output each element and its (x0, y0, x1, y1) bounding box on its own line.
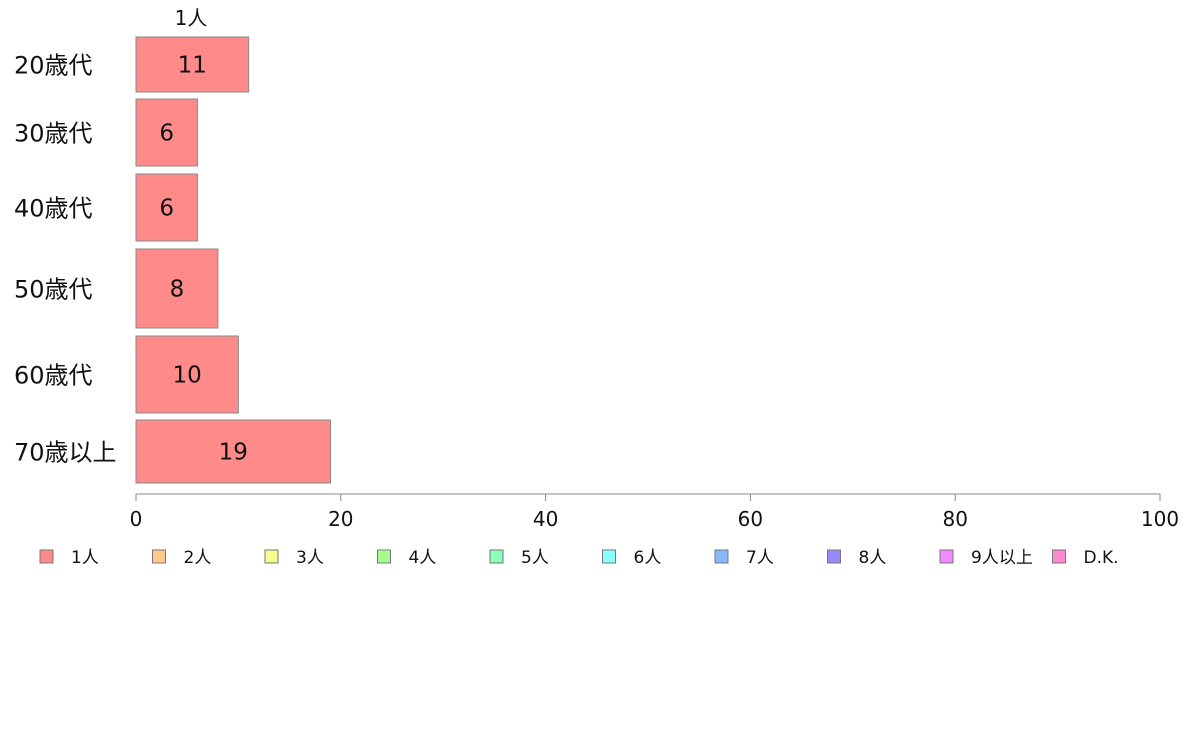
legend-swatch (152, 549, 166, 564)
bar-value-label: 11 (178, 53, 207, 79)
category-label: 50歳代 (14, 276, 93, 304)
legend-swatch (939, 549, 954, 564)
legend-swatch (602, 549, 616, 564)
legend-label: 8人 (859, 548, 887, 568)
bar-segment (135, 98, 198, 167)
legend-swatch (827, 549, 841, 564)
column-header-label: 1人 (175, 6, 208, 30)
legend-swatch (1052, 549, 1066, 564)
bars-group: 20歳代 11 30歳代 6 40歳代 6 50歳代 8 60歳代 10 70歳以上 19 (14, 36, 332, 484)
x-tick-label: 60 (738, 507, 763, 531)
bar-segment (135, 335, 239, 414)
legend-swatch (264, 549, 279, 564)
legend-swatch (39, 549, 54, 564)
bar-value-label: 8 (170, 277, 185, 303)
legend-swatch (489, 549, 504, 564)
legend: 1人 2人 3人 4人 5人 6人 7人 8人 9人以上 D.K. (39, 548, 1119, 568)
legend-label: 7人 (746, 548, 774, 568)
category-label: 70歳以上 (14, 439, 117, 467)
legend-label: 6人 (634, 548, 662, 568)
legend-swatch (377, 549, 391, 564)
legend-label: 5人 (521, 548, 549, 568)
category-label: 30歳代 (14, 120, 93, 148)
bar-segment (135, 419, 332, 484)
legend-label: 3人 (296, 548, 324, 568)
legend-label: D.K. (1084, 548, 1119, 568)
bar-value-label: 10 (173, 363, 202, 389)
bar-value-label: 6 (159, 196, 174, 222)
x-tick-label: 0 (130, 507, 143, 531)
legend-label: 4人 (409, 548, 437, 568)
category-label: 20歳代 (14, 52, 93, 80)
category-label: 60歳代 (14, 362, 93, 390)
x-tick-label: 100 (1141, 507, 1179, 531)
x-tick-label: 40 (533, 507, 558, 531)
x-axis: 0 20 40 60 80 100 (130, 493, 1179, 531)
legend-label: 1人 (71, 548, 99, 568)
legend-label: 9人以上 (971, 548, 1033, 568)
x-tick-label: 80 (942, 507, 967, 531)
bar-value-label: 19 (219, 440, 248, 466)
category-label: 40歳代 (14, 195, 93, 223)
bar-segment (135, 248, 219, 329)
bar-segment (135, 36, 250, 93)
bar-segment (135, 173, 198, 242)
legend-swatch (714, 549, 729, 564)
bar-value-label: 6 (159, 121, 174, 147)
x-tick-label: 20 (328, 507, 353, 531)
legend-label: 2人 (184, 548, 212, 568)
